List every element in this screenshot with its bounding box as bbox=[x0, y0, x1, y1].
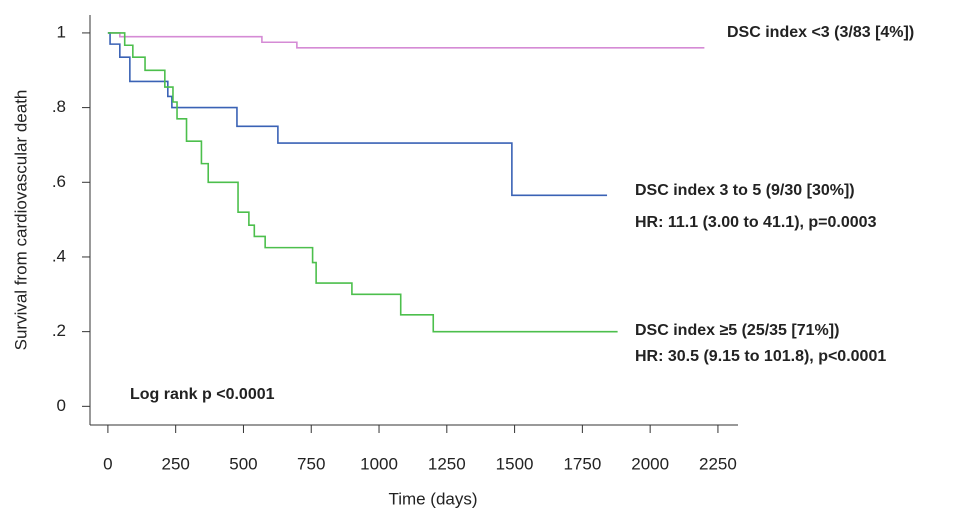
y-tick-label: 1 bbox=[57, 22, 66, 41]
series-label: DSC index <3 (3/83 [4%]) bbox=[727, 24, 914, 41]
y-tick-label: 0 bbox=[57, 396, 66, 415]
survival-line bbox=[107, 32, 618, 333]
x-tick-label: 1500 bbox=[496, 454, 534, 473]
x-tick-label: 1000 bbox=[360, 454, 398, 473]
series-label: DSC index 3 to 5 (9/30 [30%]) bbox=[635, 182, 855, 199]
x-tick-label: 750 bbox=[297, 454, 325, 473]
annotation: HR: 11.1 (3.00 to 41.1), p=0.0003 bbox=[635, 214, 877, 231]
series-label: DSC index ≥5 (25/35 [71%]) bbox=[635, 322, 839, 339]
survival-line bbox=[107, 32, 705, 49]
y-tick-label: .2 bbox=[52, 321, 66, 340]
x-axis-label: Time (days) bbox=[388, 489, 477, 508]
annotation: HR: 30.5 (9.15 to 101.8), p<0.0001 bbox=[635, 348, 886, 365]
y-tick-label: .4 bbox=[52, 246, 66, 265]
y-axis-label: Survival from cardiovascular death bbox=[11, 90, 30, 351]
x-tick-label: 2250 bbox=[699, 454, 737, 473]
y-tick-label: .6 bbox=[52, 172, 66, 191]
survival-line bbox=[107, 32, 608, 197]
annotation: Log rank p <0.0001 bbox=[130, 386, 275, 403]
x-tick-label: 1750 bbox=[563, 454, 601, 473]
x-tick-label: 2000 bbox=[631, 454, 669, 473]
x-tick-label: 500 bbox=[229, 454, 257, 473]
x-tick-label: 0 bbox=[103, 454, 112, 473]
y-tick-label: .8 bbox=[52, 97, 66, 116]
x-tick-label: 1250 bbox=[428, 454, 466, 473]
x-tick-label: 250 bbox=[161, 454, 189, 473]
